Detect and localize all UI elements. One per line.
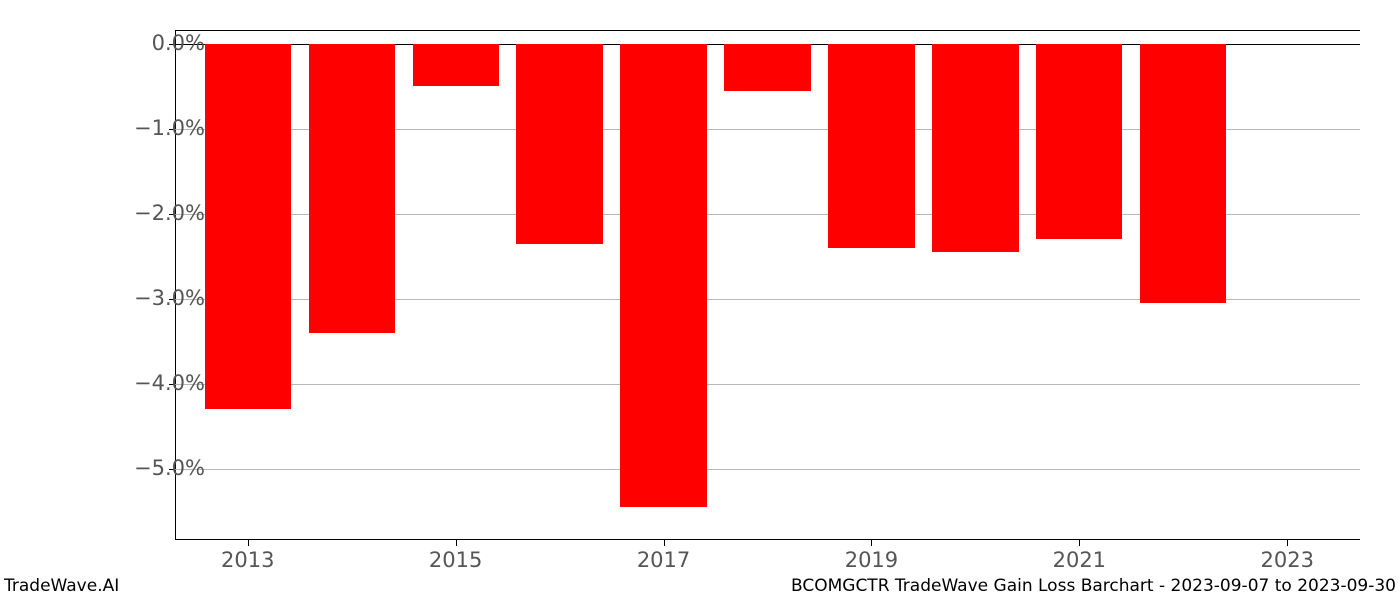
xtick-mark: [871, 540, 872, 546]
ytick-label: −5.0%: [105, 456, 205, 480]
xtick-mark: [1079, 540, 1080, 546]
gridline: [175, 384, 1360, 385]
gridline: [175, 469, 1360, 470]
x-axis-spine: [175, 539, 1360, 540]
xtick-label: 2013: [221, 548, 274, 572]
xtick-label: 2019: [845, 548, 898, 572]
ytick-label: 0.0%: [105, 31, 205, 55]
xtick-label: 2023: [1261, 548, 1314, 572]
xtick-mark: [1287, 540, 1288, 546]
xtick-mark: [456, 540, 457, 546]
bar: [516, 44, 602, 244]
ytick-label: −1.0%: [105, 116, 205, 140]
footer-caption: BCOMGCTR TradeWave Gain Loss Barchart - …: [791, 576, 1396, 596]
chart-plot-area: [175, 30, 1360, 540]
bar: [1140, 44, 1226, 303]
xtick-mark: [248, 540, 249, 546]
xtick-mark: [664, 540, 665, 546]
ytick-label: −4.0%: [105, 371, 205, 395]
xtick-label: 2021: [1053, 548, 1106, 572]
plot-surface: [175, 30, 1360, 540]
bar: [205, 44, 291, 410]
xtick-label: 2017: [637, 548, 690, 572]
bar: [724, 44, 810, 91]
footer-brand: TradeWave.AI: [4, 576, 119, 596]
ytick-label: −3.0%: [105, 286, 205, 310]
bar: [932, 44, 1018, 252]
bar: [413, 44, 499, 87]
xtick-label: 2015: [429, 548, 482, 572]
bar: [1036, 44, 1122, 240]
ytick-label: −2.0%: [105, 201, 205, 225]
bar: [828, 44, 914, 248]
bar: [620, 44, 706, 507]
bar: [309, 44, 395, 333]
